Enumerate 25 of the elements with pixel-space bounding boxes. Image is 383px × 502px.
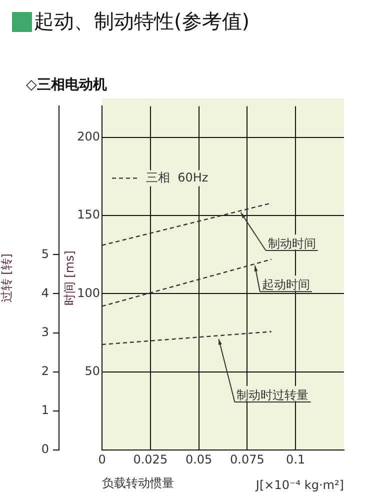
y-tick-label: 50: [84, 364, 100, 378]
y-tick-label: 200: [77, 130, 100, 144]
x-tick-label: 0.05: [185, 452, 212, 466]
y2-tick-label: 0: [41, 442, 49, 456]
chart-title: 起动、制动特性(参考值): [34, 8, 250, 35]
y2-tick-label: 3: [41, 324, 49, 339]
y2-axis-title: 过转 [转]: [0, 254, 14, 303]
text: J[×10⁻⁴ kg·m²]: [254, 478, 344, 492]
y-tick-label: 150: [77, 208, 100, 222]
x-axis-title: 负载转动惯量: [102, 476, 174, 490]
x-tick-label: 0.075: [230, 452, 264, 466]
y2-tick-label: 4: [41, 286, 49, 300]
y-tick-label: 100: [77, 286, 100, 300]
annotation: 起动时间: [262, 278, 310, 292]
annotation: 制动时过转量: [236, 388, 309, 402]
y2-tick-label: 2: [41, 364, 49, 378]
y-axis-title: 时间 [ms]: [62, 250, 76, 306]
y2-tick-label: 5: [41, 246, 49, 261]
annotation: 制动时间: [268, 236, 316, 250]
x-tick-label: 0.025: [133, 452, 168, 466]
x-tick-label: 0.1: [286, 452, 306, 466]
x-tick-label: 0: [98, 452, 106, 466]
annotation: 三相 60Hz: [146, 170, 208, 184]
y2-tick-label: 1: [41, 403, 49, 418]
chart-subtitle: ◇三相电动机: [26, 76, 107, 94]
